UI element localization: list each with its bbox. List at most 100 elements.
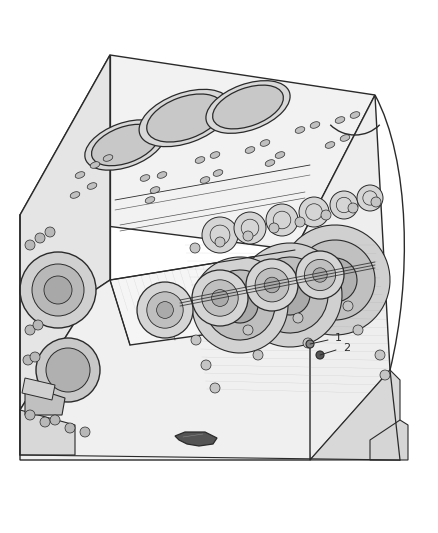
Ellipse shape	[295, 127, 305, 133]
Ellipse shape	[252, 257, 328, 333]
Ellipse shape	[306, 340, 314, 348]
Ellipse shape	[92, 124, 159, 166]
Ellipse shape	[80, 427, 90, 437]
Ellipse shape	[353, 325, 363, 335]
Ellipse shape	[243, 325, 253, 335]
Ellipse shape	[295, 217, 305, 227]
Ellipse shape	[85, 120, 165, 170]
Ellipse shape	[147, 94, 223, 142]
Ellipse shape	[380, 370, 390, 380]
Ellipse shape	[265, 160, 275, 166]
Ellipse shape	[266, 204, 298, 236]
Polygon shape	[295, 95, 390, 460]
Ellipse shape	[140, 175, 150, 181]
Polygon shape	[370, 420, 408, 460]
Ellipse shape	[222, 287, 258, 323]
Ellipse shape	[147, 292, 183, 328]
Ellipse shape	[150, 187, 160, 193]
Ellipse shape	[212, 289, 228, 306]
Ellipse shape	[212, 85, 283, 129]
Ellipse shape	[246, 259, 298, 311]
Ellipse shape	[343, 301, 353, 311]
Polygon shape	[310, 370, 400, 460]
Polygon shape	[20, 410, 75, 455]
Ellipse shape	[255, 268, 289, 302]
Ellipse shape	[213, 169, 223, 176]
Ellipse shape	[340, 135, 350, 141]
Ellipse shape	[313, 268, 327, 282]
Ellipse shape	[348, 203, 358, 213]
Ellipse shape	[304, 260, 336, 290]
Ellipse shape	[325, 142, 335, 148]
Ellipse shape	[264, 277, 280, 293]
Text: 2: 2	[343, 343, 350, 353]
Ellipse shape	[190, 243, 200, 253]
Ellipse shape	[321, 210, 331, 220]
Ellipse shape	[296, 251, 344, 299]
Ellipse shape	[210, 383, 220, 393]
Ellipse shape	[295, 240, 375, 320]
Ellipse shape	[20, 252, 96, 328]
Ellipse shape	[275, 152, 285, 158]
Ellipse shape	[192, 270, 248, 326]
Ellipse shape	[205, 270, 275, 340]
Ellipse shape	[139, 90, 231, 147]
Ellipse shape	[30, 352, 40, 362]
Ellipse shape	[210, 152, 220, 158]
Ellipse shape	[330, 191, 358, 219]
Ellipse shape	[206, 80, 290, 133]
Ellipse shape	[23, 355, 33, 365]
Ellipse shape	[40, 417, 50, 427]
Ellipse shape	[25, 240, 35, 250]
Ellipse shape	[70, 192, 80, 198]
Ellipse shape	[87, 183, 97, 189]
Ellipse shape	[202, 217, 238, 253]
Polygon shape	[25, 385, 65, 415]
Ellipse shape	[33, 320, 43, 330]
Ellipse shape	[25, 410, 35, 420]
Ellipse shape	[90, 161, 100, 168]
Polygon shape	[20, 55, 375, 250]
Ellipse shape	[270, 275, 310, 315]
Polygon shape	[110, 250, 310, 345]
Ellipse shape	[157, 172, 167, 179]
Text: 1: 1	[335, 333, 342, 343]
Ellipse shape	[200, 177, 210, 183]
Ellipse shape	[65, 423, 75, 433]
Ellipse shape	[350, 112, 360, 118]
Ellipse shape	[36, 338, 100, 402]
Ellipse shape	[35, 233, 45, 243]
Ellipse shape	[45, 227, 55, 237]
Ellipse shape	[75, 172, 85, 179]
Ellipse shape	[50, 415, 60, 425]
Ellipse shape	[293, 313, 303, 323]
Ellipse shape	[192, 257, 288, 353]
Ellipse shape	[299, 197, 329, 227]
Ellipse shape	[310, 122, 320, 128]
Ellipse shape	[195, 157, 205, 163]
Ellipse shape	[280, 225, 390, 335]
Ellipse shape	[46, 348, 90, 392]
Ellipse shape	[44, 276, 72, 304]
Polygon shape	[20, 280, 310, 460]
Ellipse shape	[253, 350, 263, 360]
Ellipse shape	[260, 140, 270, 146]
Ellipse shape	[215, 237, 225, 247]
Ellipse shape	[145, 197, 155, 203]
Ellipse shape	[335, 117, 345, 123]
Polygon shape	[22, 378, 55, 400]
Ellipse shape	[157, 302, 173, 318]
Ellipse shape	[25, 325, 35, 335]
Ellipse shape	[357, 185, 383, 211]
Polygon shape	[20, 55, 110, 410]
Ellipse shape	[32, 264, 84, 316]
Ellipse shape	[202, 280, 238, 316]
Ellipse shape	[245, 147, 255, 154]
Ellipse shape	[375, 350, 385, 360]
Ellipse shape	[234, 212, 266, 244]
Ellipse shape	[269, 223, 279, 233]
Ellipse shape	[201, 360, 211, 370]
Ellipse shape	[316, 351, 324, 359]
Ellipse shape	[137, 282, 193, 338]
Polygon shape	[175, 432, 217, 446]
